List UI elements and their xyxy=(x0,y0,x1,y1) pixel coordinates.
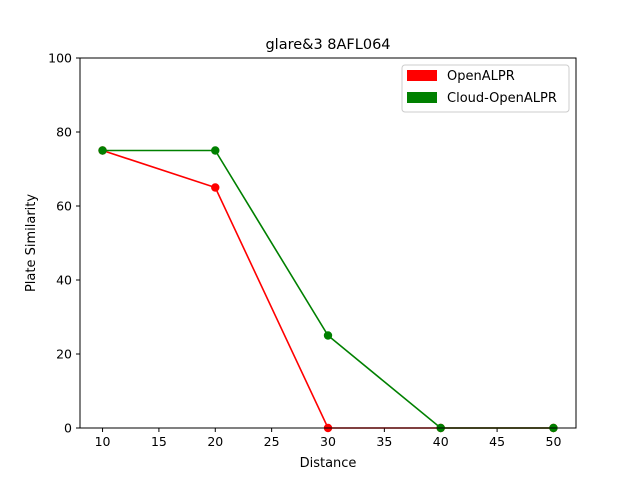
chart-title: glare&3 8AFL064 xyxy=(265,37,390,53)
legend-label-cloud-openalpr: Cloud-OpenALPR xyxy=(447,91,557,106)
plot-frame xyxy=(79,57,577,429)
y-axis-label: Plate Similarity xyxy=(24,194,39,292)
x-axis-ticks: 10 15 20 25 30 35 40 45 50 xyxy=(95,428,562,449)
x-tick-label: 35 xyxy=(376,434,392,449)
y-tick-label: 0 xyxy=(64,421,72,436)
legend-swatch-openalpr xyxy=(407,70,437,81)
legend-swatch-cloud-openalpr xyxy=(407,92,437,103)
y-tick-label: 20 xyxy=(56,347,72,362)
x-tick-label: 25 xyxy=(264,434,280,449)
x-tick-label: 50 xyxy=(546,434,562,449)
y-tick-label: 60 xyxy=(56,199,72,214)
x-tick-label: 20 xyxy=(207,434,223,449)
x-tick-label: 40 xyxy=(433,434,449,449)
x-axis-label: Distance xyxy=(300,456,357,471)
y-tick-label: 80 xyxy=(56,125,72,140)
x-tick-label: 10 xyxy=(95,434,111,449)
y-axis-ticks: 0 20 40 60 80 100 xyxy=(48,51,80,436)
y-tick-label: 40 xyxy=(56,273,72,288)
legend-frame xyxy=(401,64,570,113)
data-point-openalpr xyxy=(211,183,220,192)
plot-area: 10 15 20 25 30 35 40 45 50 0 20 40 60 80 100 xyxy=(48,51,577,449)
x-tick-label: 45 xyxy=(489,434,505,449)
legend: OpenALPR Cloud-OpenALPR xyxy=(401,64,570,113)
data-point-cloud-openalpr xyxy=(323,331,333,340)
legend-label-openalpr: OpenALPR xyxy=(447,69,515,84)
x-tick-label: 30 xyxy=(320,434,336,449)
y-tick-label: 100 xyxy=(48,51,72,66)
x-tick-label: 15 xyxy=(151,434,167,449)
data-point-cloud-openalpr xyxy=(98,146,107,155)
data-point-cloud-openalpr xyxy=(211,146,220,155)
